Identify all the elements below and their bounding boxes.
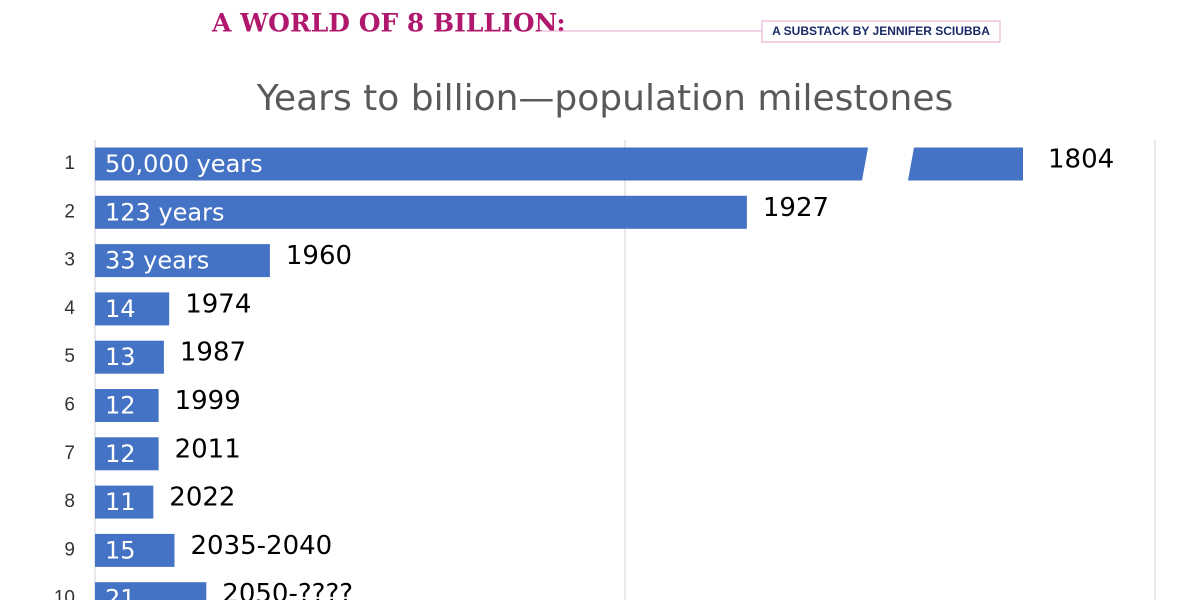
milestone-label: 1927	[763, 193, 829, 223]
bar	[95, 485, 154, 519]
milestone-label: 1987	[180, 338, 246, 368]
bar	[95, 147, 1023, 181]
bar	[95, 533, 175, 567]
y-tick-label: 3	[64, 250, 75, 271]
bar	[95, 582, 207, 600]
bar-value-label: 12	[105, 392, 136, 420]
header-subtitle: A SUBSTACK BY JENNIFER SCIUBBA	[772, 24, 990, 38]
bar	[95, 195, 747, 229]
chart-title: Years to billion—population milestones	[256, 78, 954, 119]
bar-value-label: 50,000 years	[105, 150, 263, 178]
y-tick-label: 10	[54, 588, 75, 600]
bar-segment	[908, 147, 1023, 181]
y-tick-label: 7	[64, 443, 75, 464]
bar-value-label: 11	[105, 488, 136, 516]
header-title: A WORLD OF 8 BILLION:	[211, 9, 566, 38]
y-tick-label: 9	[64, 539, 75, 560]
y-tick-label: 2	[64, 201, 75, 222]
bar	[95, 244, 270, 278]
y-tick-label: 6	[64, 395, 75, 416]
header-box	[761, 20, 1001, 43]
milestone-label: 1804	[1048, 145, 1114, 175]
milestone-label: 2050-????	[222, 579, 353, 600]
bar-segment	[95, 147, 868, 181]
milestone-label: 2022	[169, 483, 235, 513]
milestone-label: 1960	[286, 241, 352, 271]
bar-value-label: 13	[105, 343, 136, 371]
bar	[95, 292, 170, 326]
y-tick-label: 5	[64, 346, 75, 367]
y-tick-label: 1	[64, 153, 75, 174]
bar-value-label: 15	[105, 536, 136, 564]
bar-value-label: 14	[105, 295, 136, 323]
bar-value-label: 21	[105, 585, 136, 600]
milestone-label: 1974	[185, 289, 251, 319]
bar-value-label: 33 years	[105, 247, 209, 275]
bar-value-label: 123 years	[105, 198, 224, 226]
bar	[95, 340, 164, 374]
milestone-label: 2011	[175, 434, 241, 464]
bar	[95, 437, 159, 471]
y-tick-label: 4	[64, 298, 75, 319]
bar	[95, 389, 159, 422]
y-tick-label: 8	[64, 491, 75, 512]
bar-value-label: 12	[105, 440, 136, 468]
milestone-label: 2035-2040	[191, 531, 333, 561]
milestone-label: 1999	[175, 386, 241, 416]
